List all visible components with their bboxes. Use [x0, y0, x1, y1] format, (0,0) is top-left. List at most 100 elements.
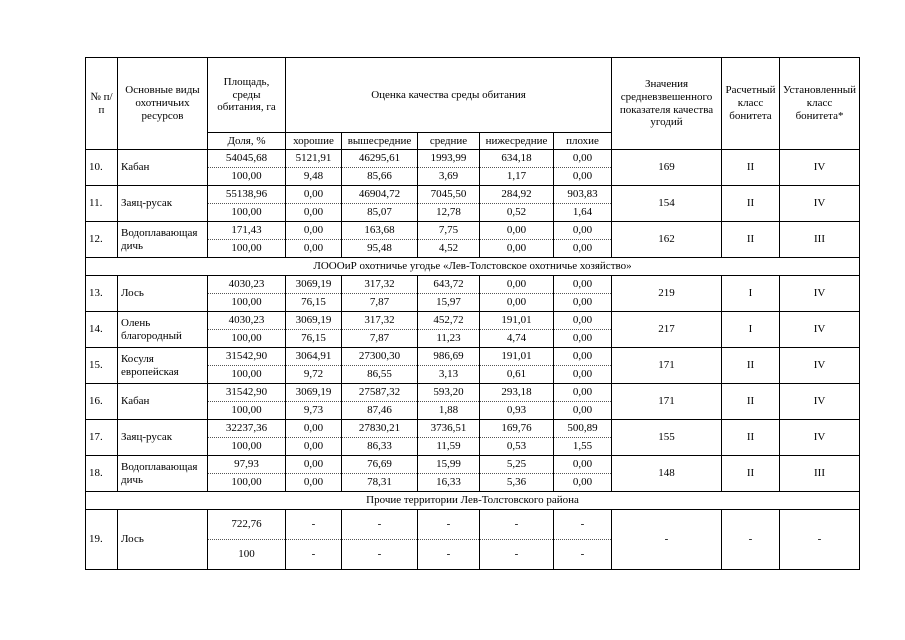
data-row-share: 100,00 0,00 78,31 16,33 5,36 0,00	[86, 473, 860, 492]
area-value: 54045,68	[207, 149, 286, 168]
quality-area-value: 46295,61	[341, 149, 418, 168]
quality-area-value: 0,00	[285, 419, 342, 438]
calculated-bonitet-class: II	[721, 185, 780, 222]
quality-share-value: 0,00	[553, 365, 612, 384]
quality-share-value: 9,48	[285, 167, 342, 186]
species-name: Заяц-русак	[117, 185, 208, 222]
quality-share-value: 0,00	[553, 401, 612, 420]
quality-share-value: -	[479, 539, 554, 570]
row-number: 17.	[85, 419, 118, 456]
quality-share-value: 1,55	[553, 437, 612, 456]
species-name: Лось	[117, 509, 208, 570]
row-number: 16.	[85, 383, 118, 420]
established-bonitet-class: IV	[778, 347, 861, 384]
data-row-area: 16. Кабан 31542,90 3069,19 27587,32 593,20 293…	[85, 383, 861, 420]
row-number: 15.	[85, 347, 118, 384]
quality-share-value: -	[341, 539, 418, 570]
quality-share-value: 0,00	[479, 239, 554, 258]
quality-share-value: 0,00	[285, 203, 342, 222]
quality-share-value: 0,00	[285, 473, 342, 492]
quality-area-value: 284,92	[479, 185, 554, 204]
quality-share-value: 76,15	[285, 329, 342, 348]
quality-area-value: 3069,19	[285, 383, 342, 402]
quality-share-value: 1,88	[417, 401, 480, 420]
quality-share-value: 9,72	[285, 365, 342, 384]
quality-share-value: 0,61	[479, 365, 554, 384]
share-value: 100	[207, 539, 286, 570]
quality-share-value: 86,55	[341, 365, 418, 384]
area-value: 31542,90	[207, 383, 286, 402]
quality-share-value: 85,07	[341, 203, 418, 222]
quality-share-value: 3,69	[417, 167, 480, 186]
quality-area-value: 5121,91	[285, 149, 342, 168]
quality-share-value: 86,33	[341, 437, 418, 456]
quality-area-value: 27587,32	[341, 383, 418, 402]
weighted-quality-value: 154	[611, 185, 722, 222]
quality-area-value: 634,18	[479, 149, 554, 168]
weighted-quality-value: 169	[611, 149, 722, 186]
col-header-calc-class: Расчетный класс бонитета	[721, 57, 780, 150]
data-row-area: 12. Водоплавающая дичь 171,43 0,00 163,68 7,7…	[85, 221, 861, 258]
quality-share-value: 0,00	[285, 239, 342, 258]
quality-area-value: 500,89	[553, 419, 612, 438]
quality-share-value: 0,00	[553, 167, 612, 186]
quality-area-value: 15,99	[417, 455, 480, 474]
quality-area-value: 163,68	[341, 221, 418, 240]
habitat-quality-table: № п/п Основные виды охотничьих ресурсов …	[84, 57, 861, 570]
quality-area-value: 317,32	[341, 311, 418, 330]
section-label: Прочие территории Лев-Толстовского район…	[84, 491, 861, 510]
weighted-quality-value: 217	[611, 311, 722, 348]
col-header-quality-group: Оценка качества среды обитания	[285, 57, 612, 133]
quality-area-value: 0,00	[553, 455, 612, 474]
quality-area-value: -	[285, 509, 342, 540]
calculated-bonitet-class: II	[721, 419, 780, 456]
data-row-area: 17. Заяц-русак 32237,36 0,00 27830,21 3736,51…	[85, 419, 861, 456]
calculated-bonitet-class: I	[721, 311, 780, 348]
quality-area-value: 0,00	[553, 149, 612, 168]
header-row-sub: Доля, % хорошие вышесредние средние ниже…	[86, 132, 860, 150]
col-header-num: № п/п	[85, 57, 118, 150]
col-header-area: Площадь, среды обитания, га	[207, 57, 286, 133]
quality-share-value: 4,74	[479, 329, 554, 348]
established-bonitet-class: IV	[778, 383, 861, 420]
quality-share-value: 85,66	[341, 167, 418, 186]
share-value: 100,00	[207, 293, 286, 312]
quality-share-value: -	[553, 539, 612, 570]
data-row-share: 100,00 9,73 87,46 1,88 0,93 0,00	[86, 401, 860, 420]
quality-area-value: -	[553, 509, 612, 540]
share-value: 100,00	[207, 329, 286, 348]
quality-area-value: 593,20	[417, 383, 480, 402]
species-name: Кабан	[117, 149, 208, 186]
quality-share-value: 5,36	[479, 473, 554, 492]
area-value: 32237,36	[207, 419, 286, 438]
quality-area-value: 3736,51	[417, 419, 480, 438]
share-value: 100,00	[207, 401, 286, 420]
col-header-species: Основные виды охотничьих ресурсов	[117, 57, 208, 150]
quality-area-value: 0,00	[553, 311, 612, 330]
calculated-bonitet-class: II	[721, 383, 780, 420]
col-subheader-share: Доля, %	[207, 132, 286, 150]
quality-share-value: 12,78	[417, 203, 480, 222]
quality-area-value: -	[341, 509, 418, 540]
weighted-quality-value: 155	[611, 419, 722, 456]
quality-area-value: 191,01	[479, 311, 554, 330]
quality-area-value: 191,01	[479, 347, 554, 366]
col-subheader-good: хорошие	[285, 132, 342, 150]
quality-area-value: 3064,91	[285, 347, 342, 366]
header-row-top: № п/п Основные виды охотничьих ресурсов …	[85, 57, 861, 150]
quality-share-value: 16,33	[417, 473, 480, 492]
quality-share-value: 0,93	[479, 401, 554, 420]
quality-area-value: 169,76	[479, 419, 554, 438]
quality-share-value: -	[417, 539, 480, 570]
col-header-weighted-value: Значения средневзвешенного показателя ка…	[611, 57, 722, 150]
quality-area-value: 76,69	[341, 455, 418, 474]
area-value: 171,43	[207, 221, 286, 240]
weighted-quality-value: -	[611, 509, 722, 570]
section-label: ЛОООиР охотничье угодье «Лев-Толстовское…	[84, 257, 861, 276]
quality-share-value: 1,64	[553, 203, 612, 222]
quality-share-value: 11,59	[417, 437, 480, 456]
quality-area-value: 293,18	[479, 383, 554, 402]
section-row: ЛОООиР охотничье угодье «Лев-Толстовское…	[84, 257, 861, 276]
quality-area-value: 7,75	[417, 221, 480, 240]
